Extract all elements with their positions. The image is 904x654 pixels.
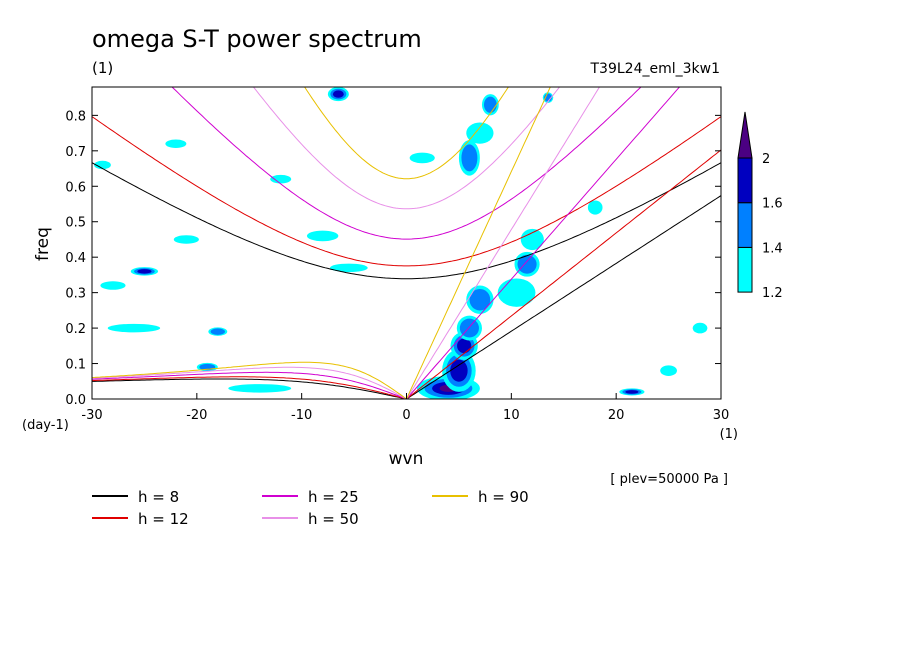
legend-label: h = 12 — [138, 510, 189, 528]
power-blob-14-level-1 — [107, 323, 161, 333]
inertia-gravity-curve — [92, 162, 721, 280]
inertia-gravity-curve — [304, 87, 509, 180]
inertia-gravity-curve — [252, 87, 561, 210]
power-blob-13-level-3 — [137, 269, 152, 274]
power-blob-6-level-2 — [517, 254, 537, 274]
power-blob-24-level-1 — [587, 200, 603, 215]
dispersion-25-group — [92, 87, 681, 399]
colorbar-label: 1.6 — [762, 197, 783, 212]
power-contours — [94, 87, 708, 399]
colorbar-segment — [737, 246, 753, 293]
kelvin-curve — [406, 87, 681, 399]
power-blob-28-level-1 — [270, 174, 292, 184]
inertia-gravity-curve — [171, 87, 642, 240]
legend-label: h = 25 — [308, 488, 359, 506]
power-blob-5-level-1 — [497, 278, 536, 307]
power-blob-10-level-2 — [483, 96, 497, 113]
y-units-label: (day-1) — [22, 418, 69, 433]
power-blob-15-level-1 — [100, 281, 126, 290]
title-units: (1) — [92, 59, 113, 77]
legend: h = 8 h = 12 h = 25 h = 50 h = 90 — [92, 488, 529, 528]
legend-label: h = 8 — [138, 488, 179, 506]
dispersion-12-group — [92, 116, 721, 399]
kelvin-curve — [406, 195, 721, 399]
power-blob-2-level-3 — [457, 338, 472, 354]
power-blob-17-level-1 — [94, 160, 111, 170]
rossby-curve — [92, 366, 407, 399]
power-blob-18-level-1 — [165, 139, 187, 148]
y-tick-label: 0.8 — [65, 109, 86, 124]
power-blob-16-level-2 — [210, 328, 225, 335]
dispersion-8-group — [92, 162, 721, 399]
y-tick-label: 0.1 — [65, 358, 86, 373]
run-id-label: T39L24_eml_3kw1 — [590, 61, 721, 77]
power-blob-8-level-2 — [461, 144, 478, 172]
power-blob-4-level-2 — [469, 288, 491, 311]
colorbar-segment — [737, 202, 753, 248]
kelvin-curve — [406, 87, 551, 399]
x-tick-label: 30 — [713, 408, 730, 423]
inertia-gravity-curve — [92, 116, 721, 267]
x-tick-label: -30 — [81, 408, 102, 423]
axes: -30 -20 -10 0 10 20 30 0.0 0.1 0.2 0.3 0.4 0.5 0.6 0.7… — [65, 109, 729, 423]
y-tick-label: 0.0 — [65, 393, 86, 408]
x-units-label: (1) — [720, 427, 738, 442]
legend-label: h = 90 — [478, 488, 529, 506]
x-tick-label: 20 — [608, 408, 625, 423]
y-tick-label: 0.4 — [65, 251, 86, 266]
dispersion-curves — [92, 87, 721, 399]
plev-label: [ plev=50000 Pa ] — [610, 472, 728, 487]
power-blob-27-level-1 — [409, 152, 435, 164]
colorbar: 1.2 1.4 1.6 2 — [737, 111, 783, 301]
colorbar-segment — [737, 157, 753, 204]
y-tick-label: 0.5 — [65, 216, 86, 231]
rossby-curve — [92, 376, 407, 399]
power-blob-29-level-1 — [692, 322, 708, 334]
y-tick-label: 0.2 — [65, 322, 86, 337]
power-blob-9-level-1 — [466, 122, 494, 144]
power-blob-22-level-1 — [228, 384, 292, 393]
y-tick-label: 0.6 — [65, 180, 86, 195]
kelvin-curve — [406, 87, 601, 399]
y-tick-label: 0.7 — [65, 145, 86, 160]
x-tick-label: -10 — [291, 408, 312, 423]
power-blob-26-level-1 — [660, 365, 677, 376]
rossby-curve — [92, 371, 407, 399]
y-axis-label: freq — [33, 227, 53, 261]
kelvin-curve — [406, 149, 721, 399]
colorbar-label: 1.4 — [762, 241, 783, 256]
x-tick-label: 0 — [402, 408, 410, 423]
chart-title: omega S-T power spectrum — [92, 25, 422, 53]
power-blob-20-level-1 — [329, 263, 368, 273]
power-blob-7-level-1 — [520, 228, 544, 251]
power-blob-21-level-1 — [173, 235, 199, 244]
power-blob-1-level-3 — [450, 359, 468, 382]
colorbar-extend-triangle — [737, 111, 753, 159]
dispersion-50-group — [92, 87, 601, 399]
power-blob-19-level-1 — [306, 230, 339, 242]
power-blob-25-level-3 — [625, 390, 639, 394]
y-tick-label: 0.3 — [65, 287, 86, 302]
x-axis-label: wvn — [389, 449, 424, 469]
colorbar-label: 2 — [762, 152, 770, 167]
colorbar-label: 1.2 — [762, 286, 783, 301]
legend-label: h = 50 — [308, 510, 359, 528]
x-tick-label: -20 — [186, 408, 207, 423]
rossby-curve — [92, 378, 407, 399]
rossby-curve — [92, 361, 407, 399]
x-tick-label: 10 — [503, 408, 520, 423]
dispersion-90-group — [92, 87, 551, 399]
power-blob-11-level-3 — [332, 90, 344, 98]
